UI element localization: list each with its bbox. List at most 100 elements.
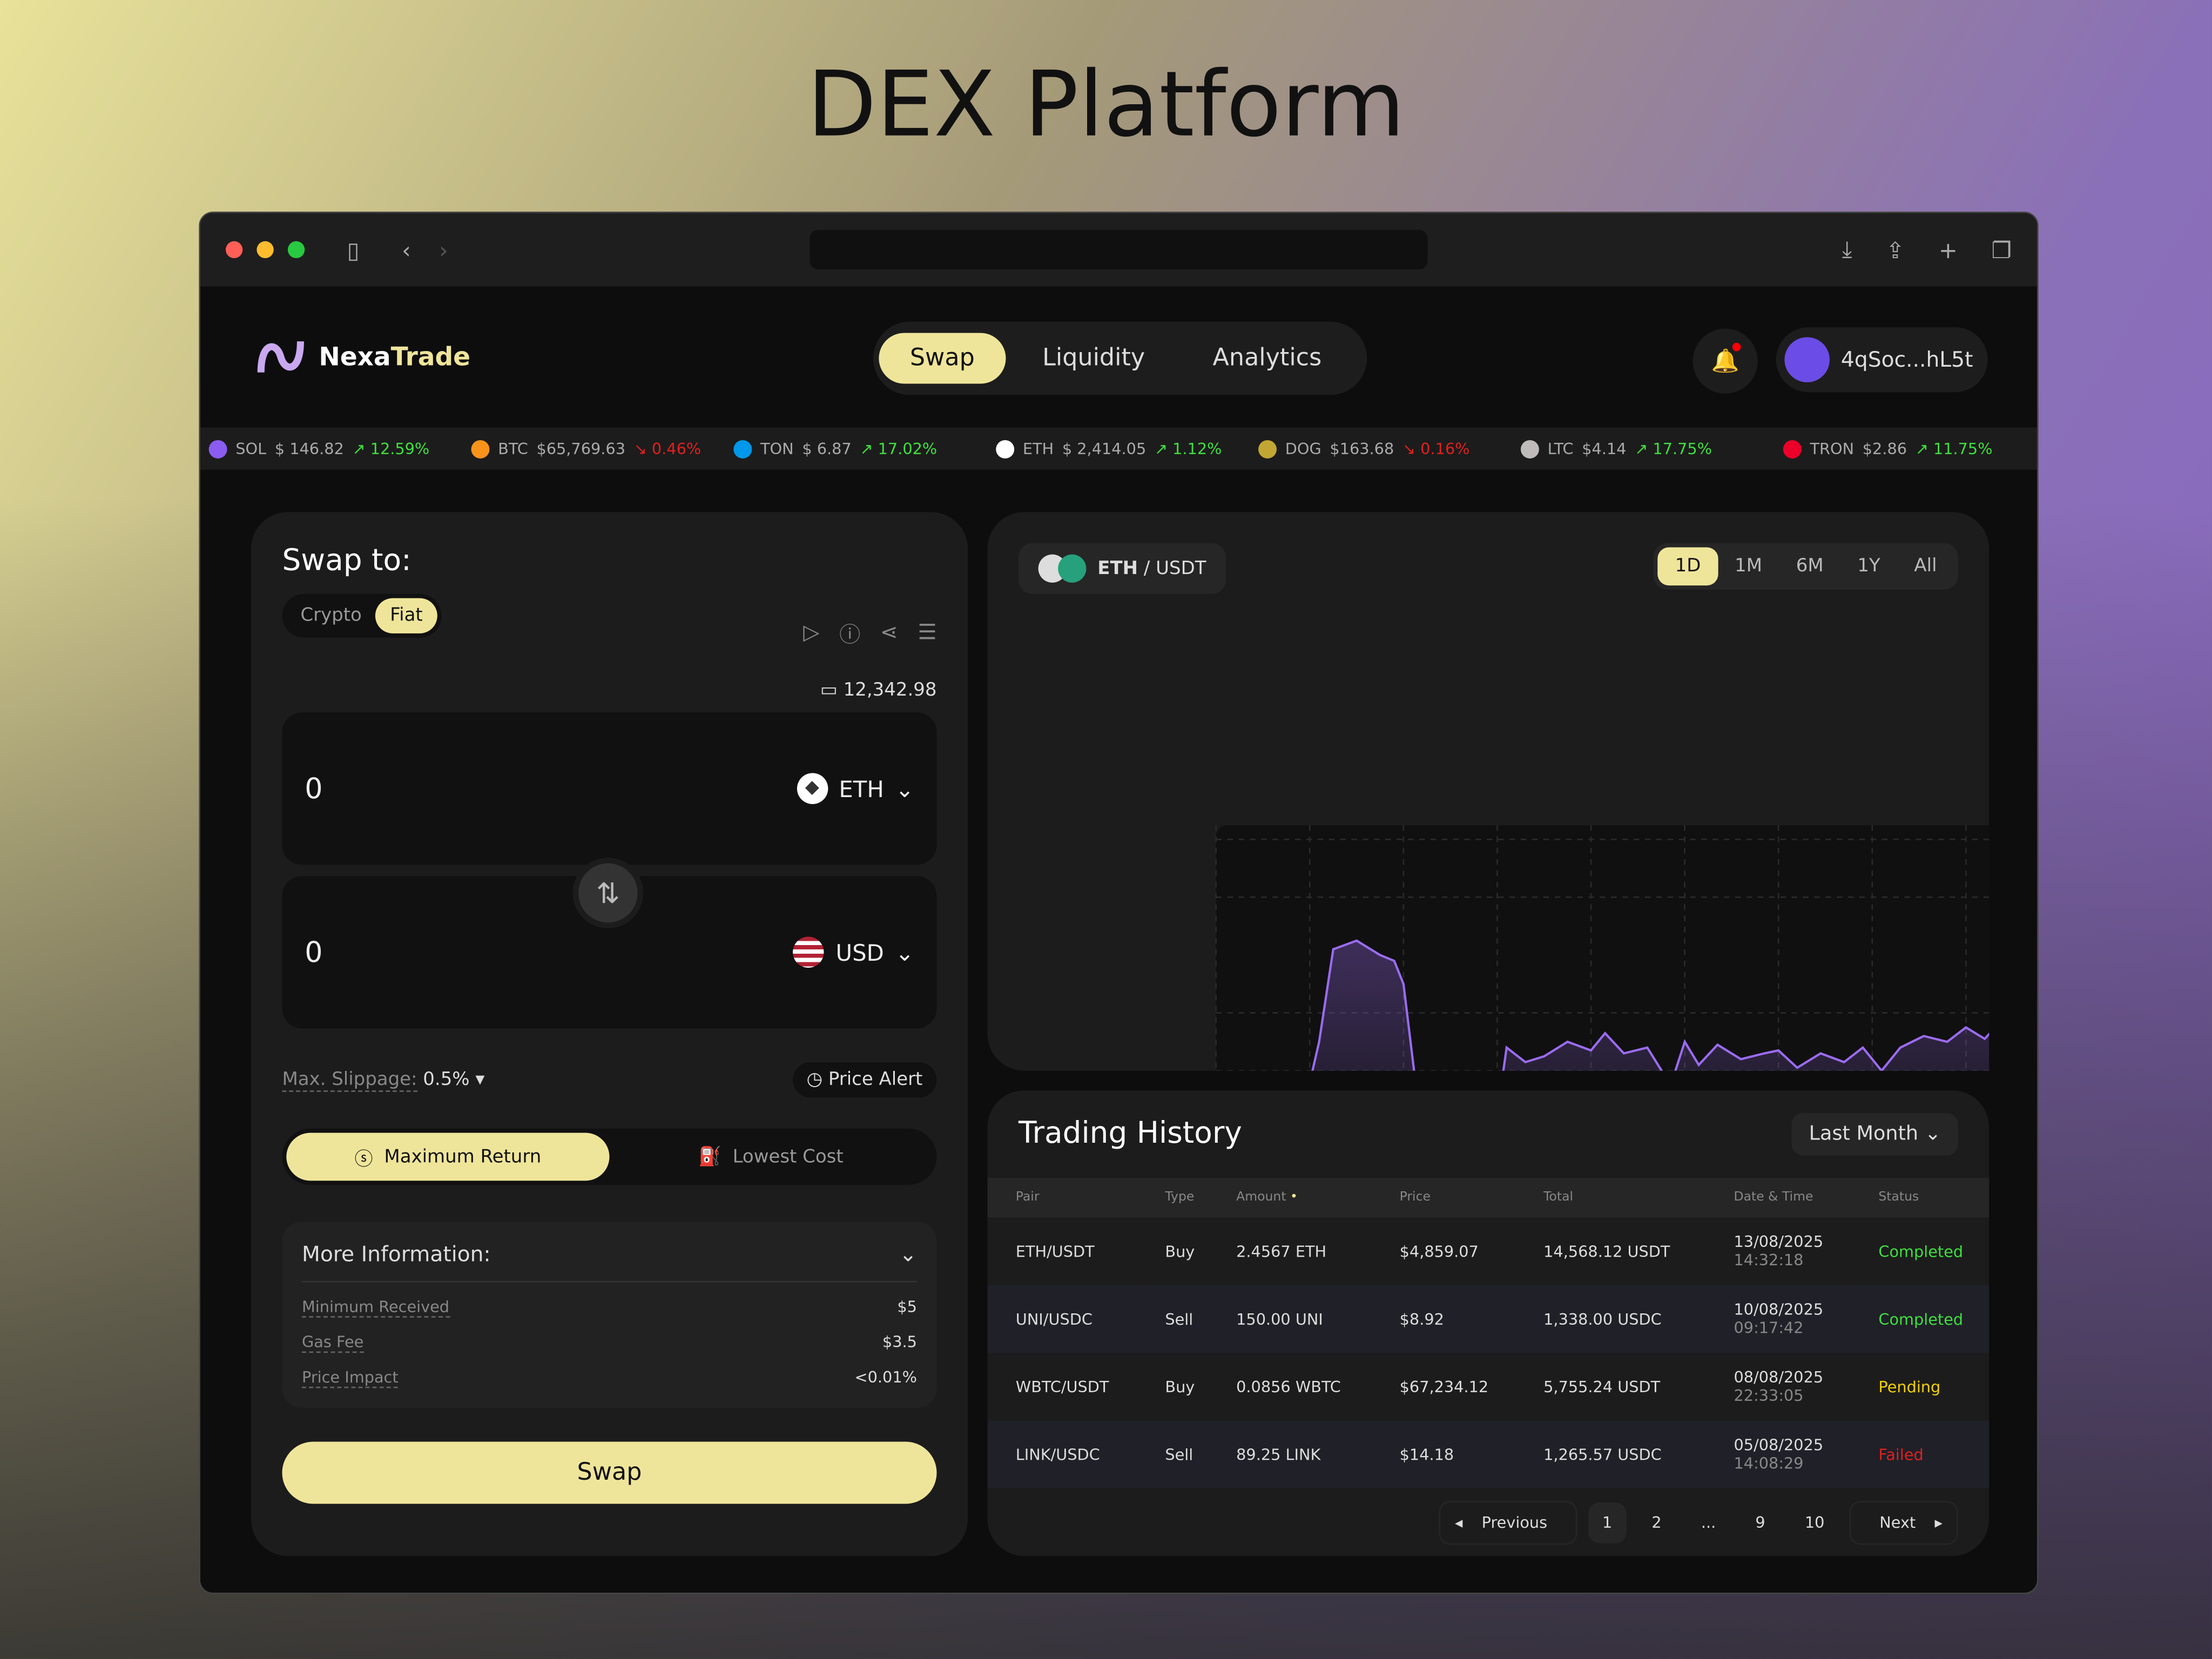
col-pair[interactable]: Pair — [987, 1178, 1137, 1218]
to-token-select[interactable]: USD ⌄ — [793, 936, 914, 968]
wallet-button[interactable]: 4qSoc...hL5t — [1776, 327, 1988, 393]
settings-icon[interactable]: ☰ — [918, 619, 937, 645]
ticker-item[interactable]: TRON $2.86 ↗ 11.75% — [1775, 439, 2037, 458]
from-amount-input[interactable]: 0 — [305, 771, 323, 806]
cell: $8.92 — [1371, 1285, 1515, 1353]
tab-analytics[interactable]: Analytics — [1212, 344, 1322, 373]
page-1[interactable]: 1 — [1588, 1502, 1627, 1543]
page-ellipsis: ... — [1701, 1513, 1716, 1532]
eth-icon: ◆ — [797, 773, 828, 804]
slippage-label: Max. Slippage: — [282, 1069, 417, 1092]
previous-button[interactable]: ◂ Previous — [1439, 1501, 1577, 1545]
ticker-symbol: TRON — [1810, 439, 1854, 458]
trading-history-panel: Trading History Last Month ⌄ Pair Type A… — [987, 1090, 1990, 1556]
route-maximum-return[interactable]: ⓢ Maximum Return — [286, 1132, 610, 1181]
ticker-change: ↘ 0.16% — [1402, 439, 1470, 458]
info-icon[interactable]: ⓘ — [839, 622, 861, 648]
time: 14:08:29 — [1734, 1454, 1804, 1473]
page-9[interactable]: 9 — [1755, 1513, 1765, 1532]
ticker-item[interactable]: SOL $ 146.82 ↗ 12.59% — [200, 439, 463, 458]
table-row[interactable]: ETH/USDT Buy 2.4567 ETH $4,859.07 14,568.12 … — [988, 1217, 1990, 1285]
range-1y[interactable]: 1Y — [1857, 556, 1880, 577]
route-lowest-cost[interactable]: ⛽ Lowest Cost — [609, 1133, 932, 1181]
cell: 150.00 UNI — [1208, 1285, 1372, 1353]
ticker-item[interactable]: TON $ 6.87 ↗ 17.02% — [725, 439, 988, 458]
price-chart[interactable]: 10:0011:0012:0013:0014:0015:0016:0017:00… — [988, 512, 1990, 1071]
swap-direction-button[interactable]: ⇅ — [572, 858, 644, 928]
table-row[interactable]: LINK/USDC Sell 89.25 LINK $14.18 1,265.57 US… — [987, 1420, 1990, 1488]
coin-icon — [208, 439, 227, 458]
col-status[interactable]: Status — [1850, 1178, 1990, 1218]
ticker-change: ↗ 17.75% — [1635, 439, 1712, 458]
browser-window: ▯ ‹ › ⤓ ⇪ + ❐ NexaTrade Swap Liquidity A… — [199, 211, 2039, 1594]
us-flag-icon — [793, 936, 825, 968]
coin-icon — [1520, 439, 1539, 458]
wallet-balance: ▭ 12,342.98 — [282, 680, 937, 701]
table-row[interactable]: WBTC/USDT Buy 0.0856 WBTC $67,234.12 5,755.2… — [988, 1353, 1990, 1420]
col-type[interactable]: Type — [1137, 1178, 1208, 1218]
mode-fiat[interactable]: Fiat — [375, 598, 437, 633]
maximize-dot[interactable] — [287, 241, 305, 259]
previous-label: Previous — [1481, 1513, 1548, 1532]
more-info-panel: More Information: ⌄ Minimum Received $5 Ga… — [282, 1222, 937, 1408]
cell-date: 08/08/2025 22:33:05 — [1705, 1353, 1850, 1420]
period-dropdown[interactable]: Last Month ⌄ — [1792, 1113, 1958, 1156]
mode-crypto[interactable]: Crypto — [300, 605, 362, 626]
from-token-select[interactable]: ◆ ETH ⌄ — [797, 773, 914, 804]
new-tab-icon[interactable]: + — [1938, 236, 1958, 264]
coin-icon — [996, 439, 1015, 458]
download-icon[interactable]: ⤓ — [1842, 235, 1852, 262]
share-icon[interactable]: ⇪ — [1886, 236, 1905, 264]
ticker-change-value: 1.12% — [1172, 439, 1222, 458]
address-bar[interactable] — [810, 230, 1428, 269]
next-button[interactable]: Next ▸ — [1850, 1501, 1958, 1545]
tab-swap[interactable]: Swap — [879, 333, 1006, 384]
ticker-item[interactable]: LTC $4.14 ↗ 17.75% — [1512, 439, 1775, 458]
from-token: ETH — [839, 775, 884, 802]
cell: $67,234.12 — [1399, 1377, 1489, 1396]
time: 09:17:42 — [1734, 1319, 1804, 1338]
info-value: $3.5 — [882, 1333, 917, 1352]
more-info-toggle[interactable]: More Information: ⌄ — [302, 1242, 917, 1283]
pair-selector[interactable]: ETH / USDT — [1019, 543, 1226, 594]
range-1m[interactable]: 1M — [1735, 556, 1763, 577]
table-row[interactable]: UNI/USDC Sell 150.00 UNI $8.92 1,338.00 USDC… — [987, 1285, 1990, 1353]
col-price[interactable]: Price — [1371, 1178, 1515, 1218]
page-2[interactable]: 2 — [1651, 1513, 1662, 1532]
range-6m[interactable]: 6M — [1796, 556, 1824, 577]
close-dot[interactable] — [225, 241, 243, 259]
price-alert-button[interactable]: ◷ Price Alert — [792, 1062, 937, 1098]
coin-icon — [1258, 439, 1277, 458]
main-tabs: Swap Liquidity Analytics — [873, 321, 1367, 395]
sidebar-icon[interactable]: ▯ — [347, 236, 360, 264]
ticker-item[interactable]: ETH $ 2,414.05 ↗ 1.12% — [988, 439, 1250, 458]
chevron-down-icon: ⌄ — [895, 775, 914, 802]
back-icon[interactable]: ‹ — [401, 236, 411, 264]
tab-liquidity[interactable]: Liquidity — [1042, 344, 1145, 373]
share-icon[interactable]: ⋖ — [880, 619, 898, 645]
forward-icon[interactable]: › — [439, 236, 448, 264]
swap-button[interactable]: Swap — [282, 1441, 937, 1504]
range-all[interactable]: All — [1914, 556, 1937, 577]
cell-date: 05/08/2025 14:08:29 — [1705, 1420, 1851, 1488]
price-area — [1312, 940, 1990, 1071]
col-total[interactable]: Total — [1515, 1178, 1706, 1218]
avatar — [1784, 337, 1830, 382]
to-amount-input[interactable]: 0 — [305, 935, 323, 969]
time: 14:32:18 — [1734, 1251, 1804, 1270]
page-10[interactable]: 10 — [1804, 1513, 1825, 1532]
cell: $4,859.07 — [1399, 1242, 1479, 1261]
col-date[interactable]: Date & Time — [1705, 1178, 1851, 1218]
ticker-item[interactable]: DOG $163.68 ↘ 0.16% — [1250, 439, 1512, 458]
ticker-price: $2.86 — [1862, 439, 1907, 458]
play-icon[interactable]: ▷ — [803, 619, 820, 645]
logo[interactable]: NexaTrade — [257, 336, 470, 378]
tabs-icon[interactable]: ❐ — [1991, 236, 2012, 264]
range-1d[interactable]: 1D — [1658, 547, 1718, 586]
col-amount[interactable]: Amount • — [1208, 1178, 1372, 1218]
minimize-dot[interactable] — [257, 241, 274, 259]
ticker-item[interactable]: BTC $65,769.63 ↘ 0.46% — [463, 439, 725, 458]
logo-icon — [257, 341, 304, 373]
slippage-select[interactable]: 0.5% — [423, 1069, 470, 1091]
bell-icon[interactable]: 🔔 — [1692, 328, 1758, 394]
